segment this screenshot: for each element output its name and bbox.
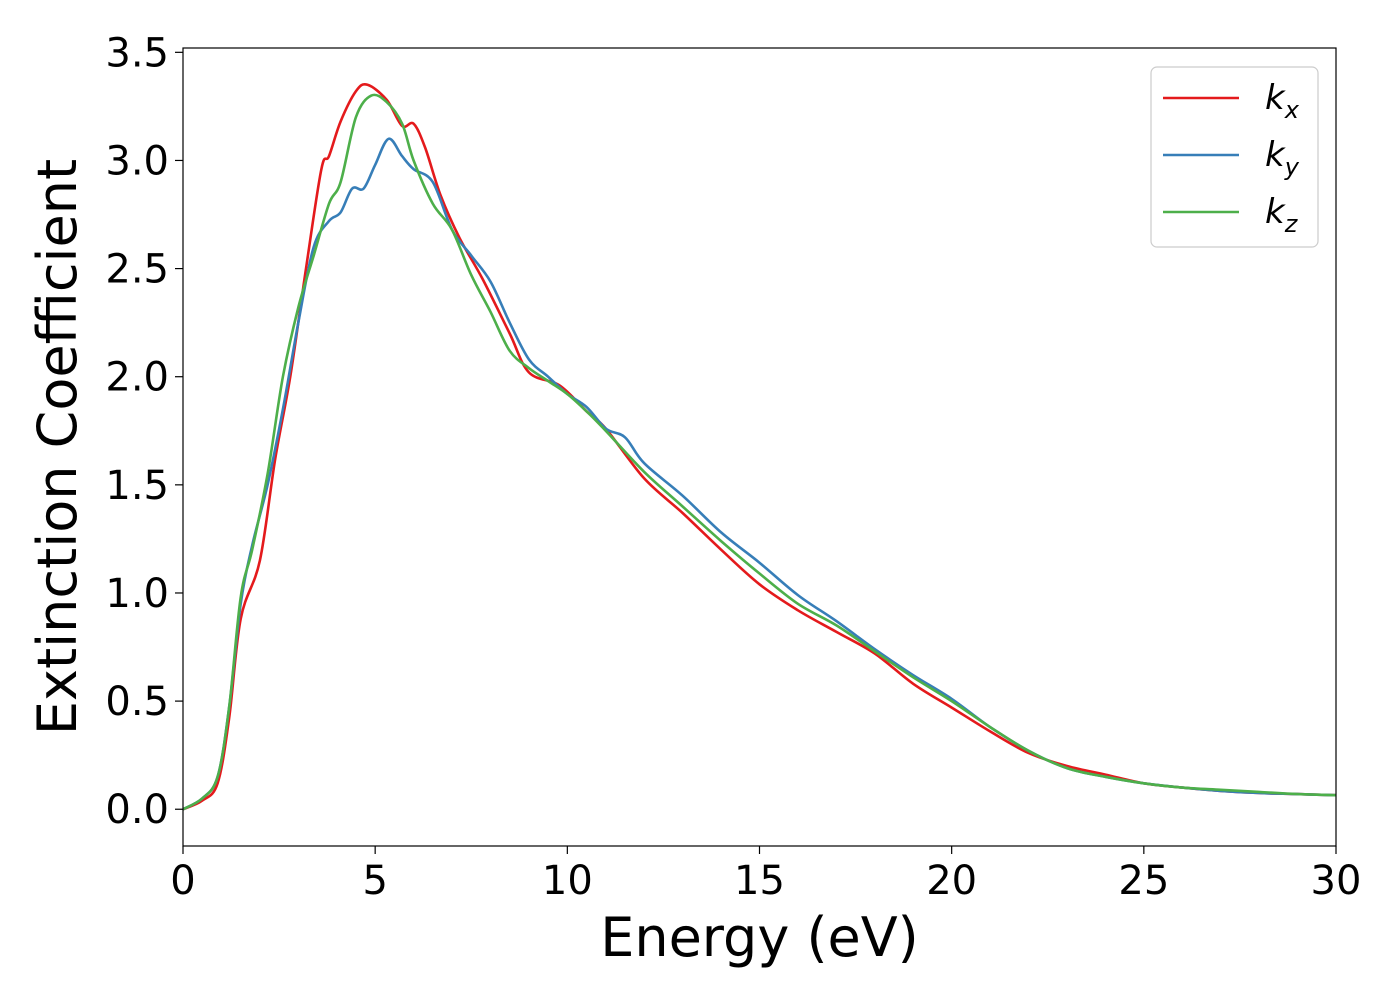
x-tick-label: 20 <box>926 858 977 904</box>
y-tick-label: 0.5 <box>105 679 169 725</box>
y-tick-label: 2.5 <box>105 247 169 293</box>
x-axis-label: Energy (eV) <box>600 906 919 969</box>
plot-frame <box>182 47 1337 847</box>
y-tick-label: 1.5 <box>105 463 169 509</box>
y-tick-label: 2.0 <box>105 355 169 401</box>
y-axis: 0.0 0.5 1.0 1.5 2.0 2.5 3.0 3.5 <box>105 30 183 833</box>
x-tick-label: 0 <box>170 858 195 904</box>
legend-item-k-x: kx <box>1163 78 1300 124</box>
x-axis: 0 5 10 15 20 25 30 <box>170 846 1361 904</box>
legend-label: kx <box>1265 78 1300 124</box>
legend-label: kz <box>1265 192 1299 238</box>
plot-area <box>183 83 1336 811</box>
y-tick-label: 3.5 <box>105 30 169 76</box>
series-line-k-z <box>183 93 1336 811</box>
x-tick-label: 10 <box>542 858 593 904</box>
x-tick-label: 15 <box>734 858 785 904</box>
y-tick-label: 0.0 <box>105 787 169 833</box>
legend: kx ky kz <box>1150 66 1319 248</box>
x-tick-label: 25 <box>1118 858 1169 904</box>
y-axis-label: Extinction Coefficient <box>26 159 89 735</box>
x-tick-label: 30 <box>1311 858 1362 904</box>
legend-box <box>1150 66 1319 248</box>
legend-item-k-z: kz <box>1163 192 1299 238</box>
y-tick-label: 3.0 <box>105 138 169 184</box>
x-tick-label: 5 <box>362 858 387 904</box>
y-tick-label: 1.0 <box>105 571 169 617</box>
legend-item-k-y: ky <box>1163 135 1300 181</box>
legend-label: ky <box>1265 135 1300 181</box>
